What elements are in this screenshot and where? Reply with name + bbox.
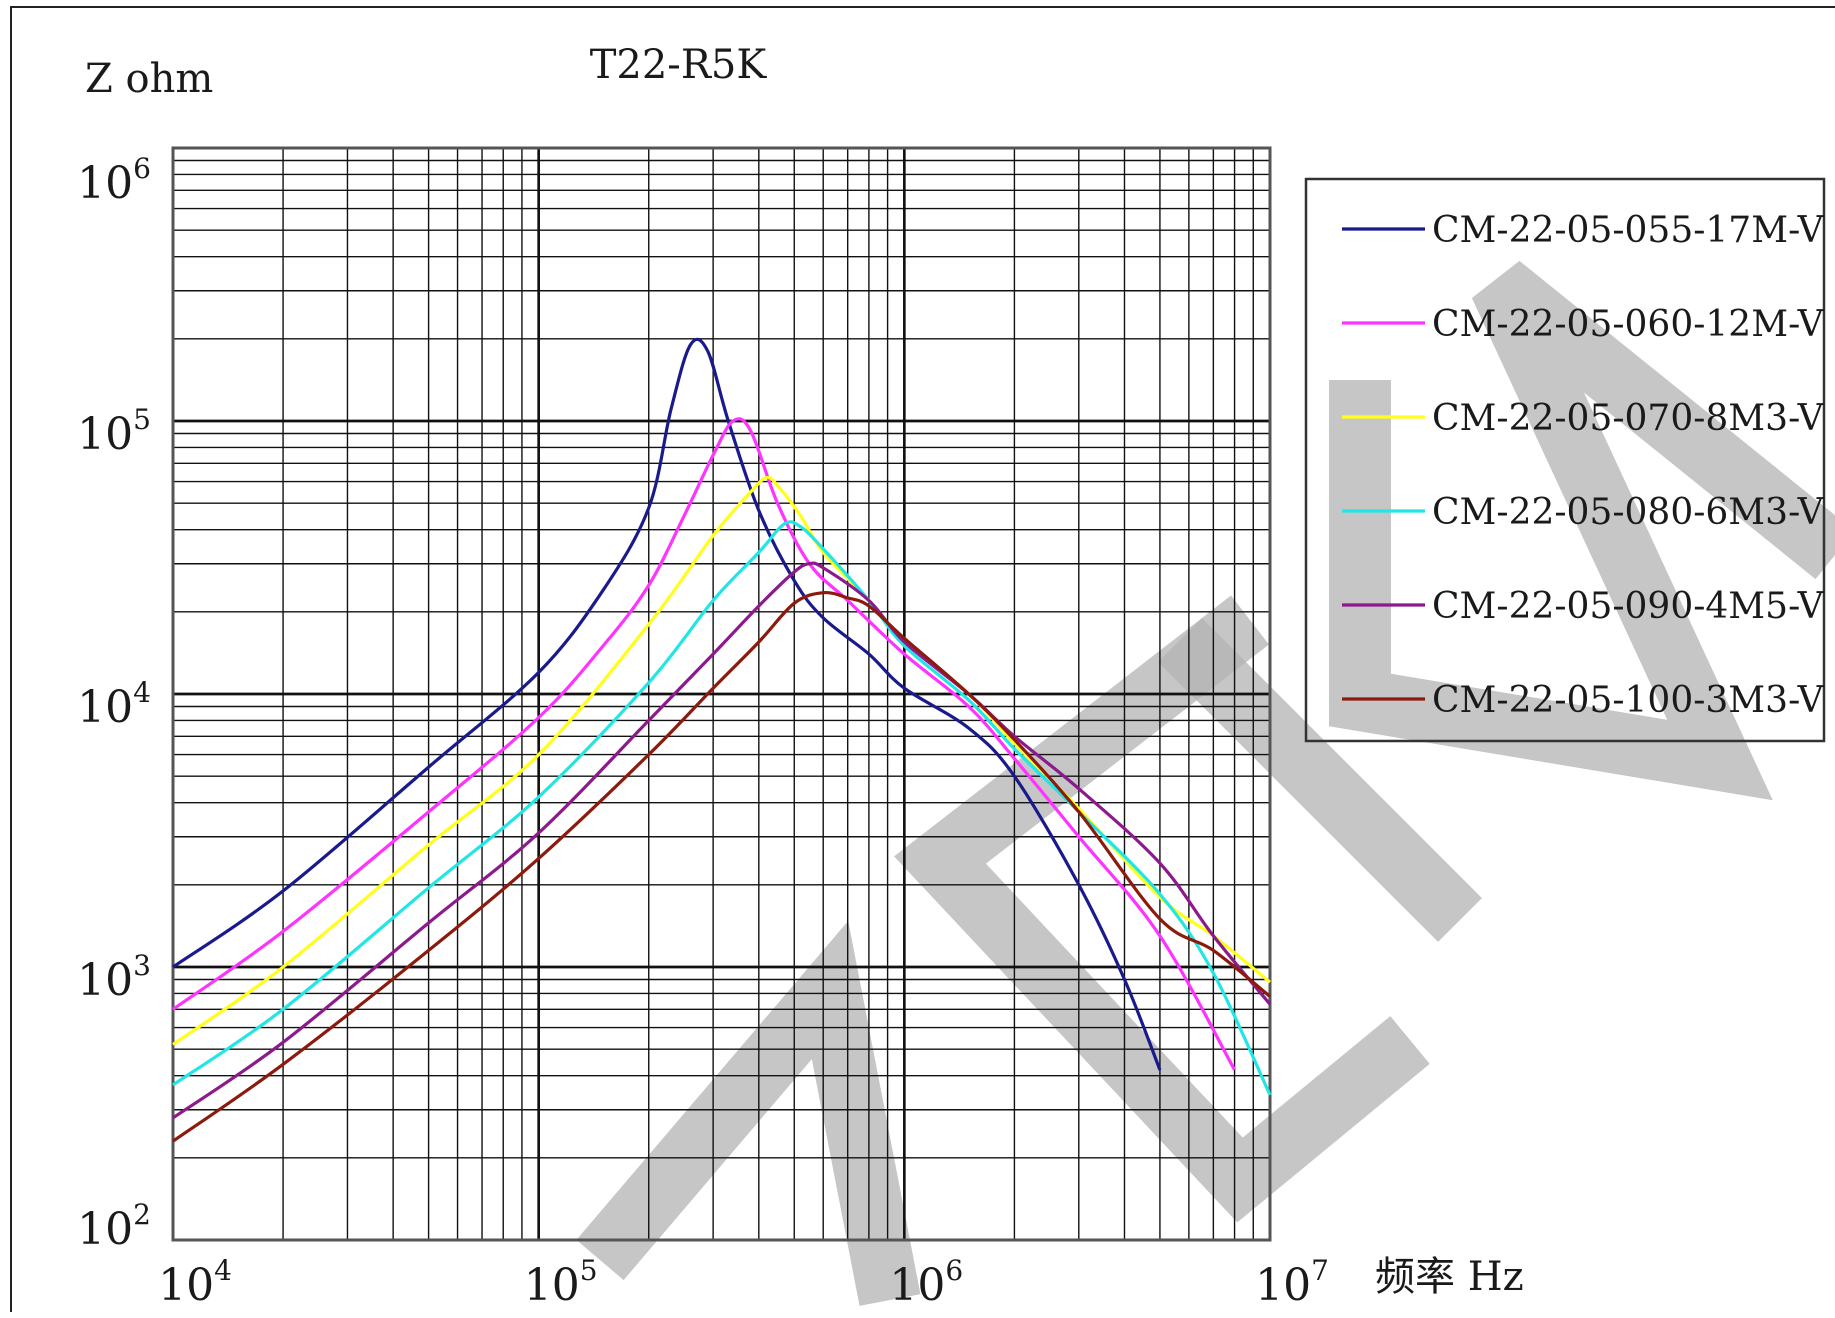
series-lines [172, 337, 1272, 1143]
y-tick-labels: 102 103 104 105 106 [77, 152, 151, 1255]
plot-area [171, 146, 1272, 1242]
series-line-5 [172, 561, 1272, 1120]
chart-frame [10, 6, 1835, 1312]
x-tick-label: 106 [889, 1254, 963, 1311]
x-tick-label: 105 [524, 1254, 598, 1311]
series-line-2 [172, 417, 1236, 1071]
series-line-6 [172, 590, 1272, 1143]
y-tick-label: 103 [77, 949, 151, 1006]
legend-label: CM-22-05-100-3M3-V [1432, 680, 1825, 721]
legend-label: CM-22-05-080-6M3-V [1432, 492, 1825, 533]
watermark-logo [576, 260, 1835, 1306]
y-axis-label: Z ohm [85, 56, 213, 102]
y-tick-label: 104 [77, 676, 151, 733]
x-tick-label: 104 [158, 1254, 232, 1311]
x-tick-label: 107 [1255, 1254, 1329, 1311]
series-line-4 [172, 520, 1272, 1096]
legend-box [1304, 177, 1826, 743]
legend-label: CM-22-05-055-17M-V [1432, 210, 1825, 251]
y-tick-label: 106 [77, 152, 151, 209]
legend-label: CM-22-05-070-8M3-V [1432, 398, 1825, 439]
legend: CM-22-05-055-17M-V CM-22-05-060-12M-V CM-2… [1304, 177, 1826, 743]
grid-lines [171, 146, 1272, 1242]
legend-label: CM-22-05-060-12M-V [1432, 304, 1825, 345]
y-tick-label: 102 [77, 1198, 151, 1255]
series-line-3 [172, 475, 1272, 1046]
series-line-1 [172, 337, 1162, 1071]
y-tick-label: 105 [77, 403, 151, 460]
x-tick-labels: 104 105 106 107 [158, 1254, 1329, 1311]
x-axis-label: 频率 Hz [1375, 1254, 1524, 1300]
legend-label: CM-22-05-090-4M5-V [1432, 586, 1825, 627]
chart-title: T22-R5K [590, 42, 768, 88]
